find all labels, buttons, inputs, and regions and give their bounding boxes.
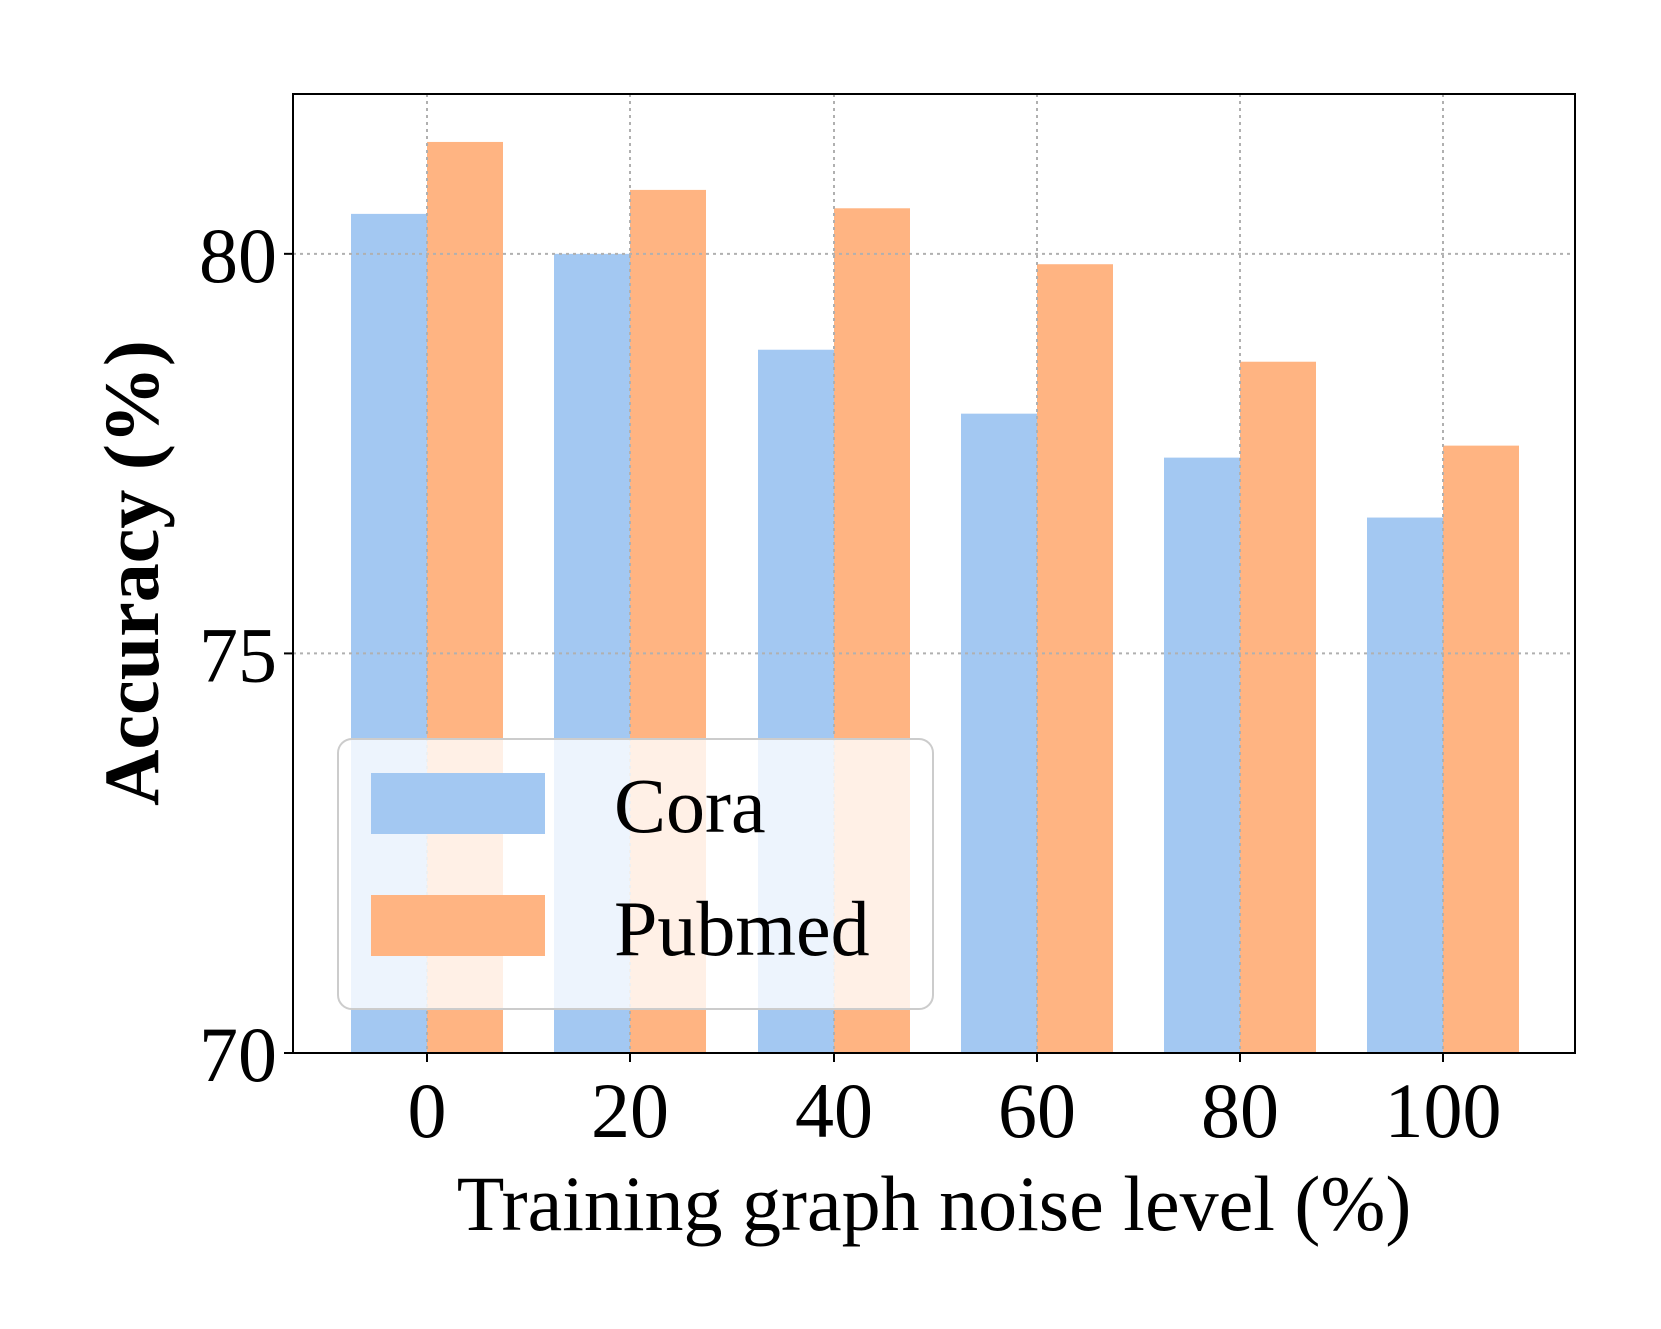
bar-cora-60 bbox=[961, 413, 1037, 1054]
x-tick-label-100: 100 bbox=[1385, 1067, 1502, 1154]
x-tick-label-80: 80 bbox=[1201, 1067, 1279, 1154]
y-axis-ticks: 70 75 80 bbox=[199, 212, 293, 1098]
bar-pubmed-60 bbox=[1037, 264, 1113, 1053]
bar-pubmed-100 bbox=[1443, 445, 1519, 1054]
legend-swatch-cora bbox=[371, 773, 545, 834]
bar-cora-100 bbox=[1367, 517, 1443, 1053]
plot-frame bbox=[292, 93, 1576, 1054]
legend-label-pubmed: Pubmed bbox=[614, 885, 870, 972]
legend-swatch-pubmed bbox=[371, 895, 545, 956]
x-tick-label-60: 60 bbox=[998, 1067, 1076, 1154]
x-axis-ticks: 0 20 40 60 80 100 bbox=[408, 1053, 1502, 1154]
bar-pubmed-80 bbox=[1240, 361, 1316, 1053]
y-tick-label-75: 75 bbox=[199, 611, 277, 698]
x-tick-label-0: 0 bbox=[408, 1067, 447, 1154]
bar-cora-80 bbox=[1164, 457, 1240, 1053]
y-axis-title: Accuracy (%) bbox=[88, 340, 175, 806]
x-tick-label-40: 40 bbox=[795, 1067, 873, 1154]
y-tick-label-70: 70 bbox=[199, 1011, 277, 1098]
x-tick-label-20: 20 bbox=[591, 1067, 669, 1154]
legend-label-cora: Cora bbox=[614, 762, 766, 849]
y-tick-label-80: 80 bbox=[199, 212, 277, 299]
legend: Cora Pubmed bbox=[337, 738, 934, 1010]
x-axis-title: Training graph noise level (%) bbox=[457, 1160, 1412, 1247]
